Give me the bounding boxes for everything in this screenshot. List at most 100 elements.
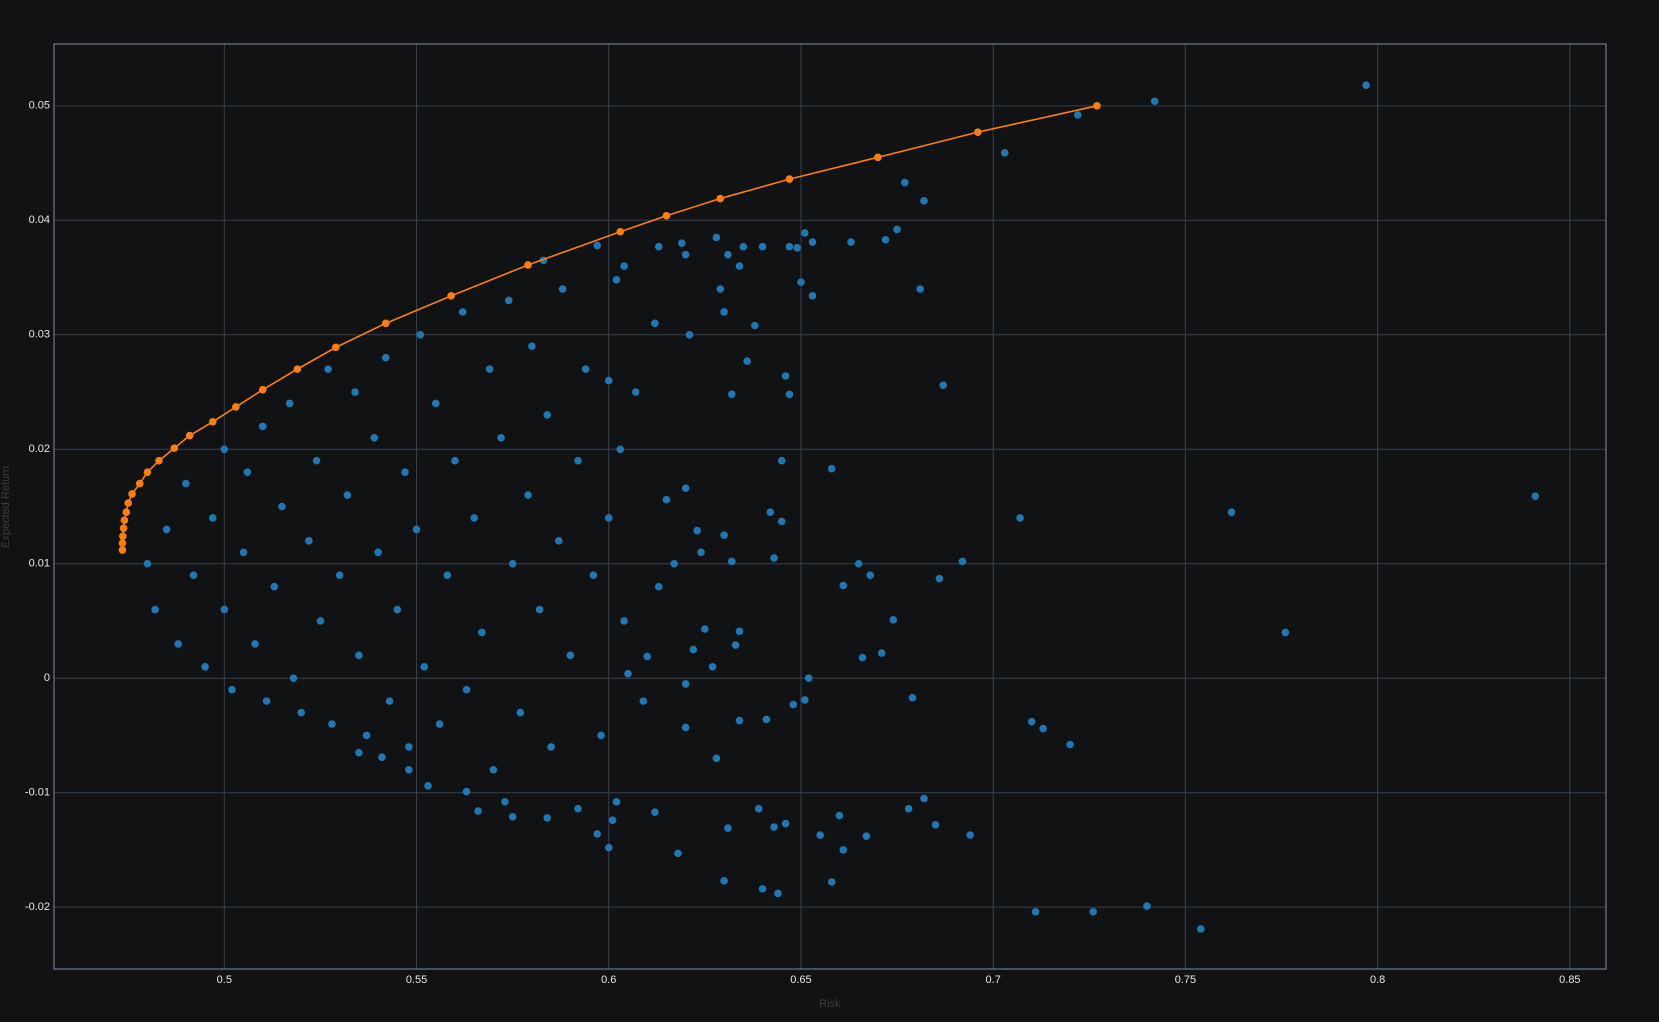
point — [808, 238, 817, 246]
point — [735, 627, 744, 636]
point — [785, 242, 794, 251]
point — [155, 456, 163, 465]
x-tick-label: 0.55 — [406, 974, 427, 986]
point — [858, 653, 867, 662]
point — [670, 559, 678, 568]
point — [920, 197, 928, 205]
point — [720, 877, 728, 885]
point — [316, 617, 325, 625]
point — [681, 723, 690, 732]
point — [258, 422, 267, 431]
point — [1027, 717, 1036, 726]
point — [797, 278, 805, 286]
point — [143, 559, 152, 568]
point — [608, 816, 617, 824]
point — [543, 814, 552, 822]
point — [712, 233, 721, 242]
point — [716, 194, 725, 203]
point — [258, 385, 267, 394]
point — [124, 499, 132, 507]
point — [1016, 514, 1024, 522]
point — [119, 524, 128, 533]
point — [355, 651, 363, 660]
point — [758, 885, 767, 893]
point — [1093, 102, 1101, 110]
point — [643, 652, 651, 661]
x-tick-label: 0.85 — [1559, 974, 1580, 986]
point — [904, 804, 913, 813]
point — [589, 571, 598, 579]
point — [162, 525, 171, 534]
point — [289, 674, 298, 683]
point — [535, 605, 544, 614]
point — [135, 479, 144, 488]
point — [958, 557, 967, 566]
point — [724, 824, 732, 832]
point — [351, 388, 359, 396]
point — [862, 832, 871, 841]
point — [574, 804, 582, 813]
point — [697, 548, 705, 557]
point — [119, 532, 127, 541]
point — [174, 640, 182, 648]
point — [874, 153, 882, 162]
point — [770, 554, 778, 562]
point — [558, 285, 567, 293]
point — [362, 731, 371, 740]
point — [616, 227, 625, 236]
point — [1000, 148, 1009, 157]
point — [827, 464, 836, 473]
point — [524, 261, 532, 269]
point — [243, 468, 252, 476]
point — [524, 491, 532, 499]
point — [1073, 111, 1082, 119]
point — [208, 514, 217, 522]
point — [324, 365, 332, 373]
point — [262, 697, 271, 705]
x-tick-label: 0.8 — [1370, 974, 1385, 986]
point — [974, 128, 982, 136]
point — [785, 390, 794, 399]
point — [681, 484, 690, 492]
point — [877, 649, 886, 657]
point — [335, 571, 344, 579]
point — [604, 376, 613, 385]
point — [416, 330, 425, 339]
point — [297, 708, 305, 717]
point — [118, 539, 127, 547]
point — [489, 766, 498, 774]
point — [681, 250, 690, 259]
point — [724, 250, 732, 259]
point — [677, 239, 686, 247]
point — [839, 846, 848, 854]
point — [566, 651, 575, 660]
point — [451, 456, 459, 465]
point — [228, 685, 236, 694]
point — [881, 235, 890, 244]
point — [639, 697, 648, 705]
point — [966, 831, 974, 839]
point — [731, 641, 740, 649]
point — [735, 262, 744, 270]
point — [220, 605, 229, 614]
y-tick-label: 0.03 — [29, 329, 50, 341]
point — [278, 502, 286, 511]
point — [866, 571, 874, 579]
point — [447, 292, 455, 300]
point — [939, 381, 948, 389]
point — [624, 669, 632, 678]
point — [1281, 628, 1290, 637]
point — [847, 238, 855, 246]
point — [554, 537, 563, 545]
point — [462, 787, 471, 796]
point — [612, 798, 621, 806]
point — [1066, 740, 1074, 749]
point — [920, 794, 928, 803]
point — [343, 491, 352, 499]
y-axis-title: Expected Return — [0, 466, 12, 548]
point — [293, 365, 302, 373]
y-tick-label: -0.01 — [25, 787, 50, 799]
point — [654, 582, 663, 591]
point — [381, 319, 390, 328]
